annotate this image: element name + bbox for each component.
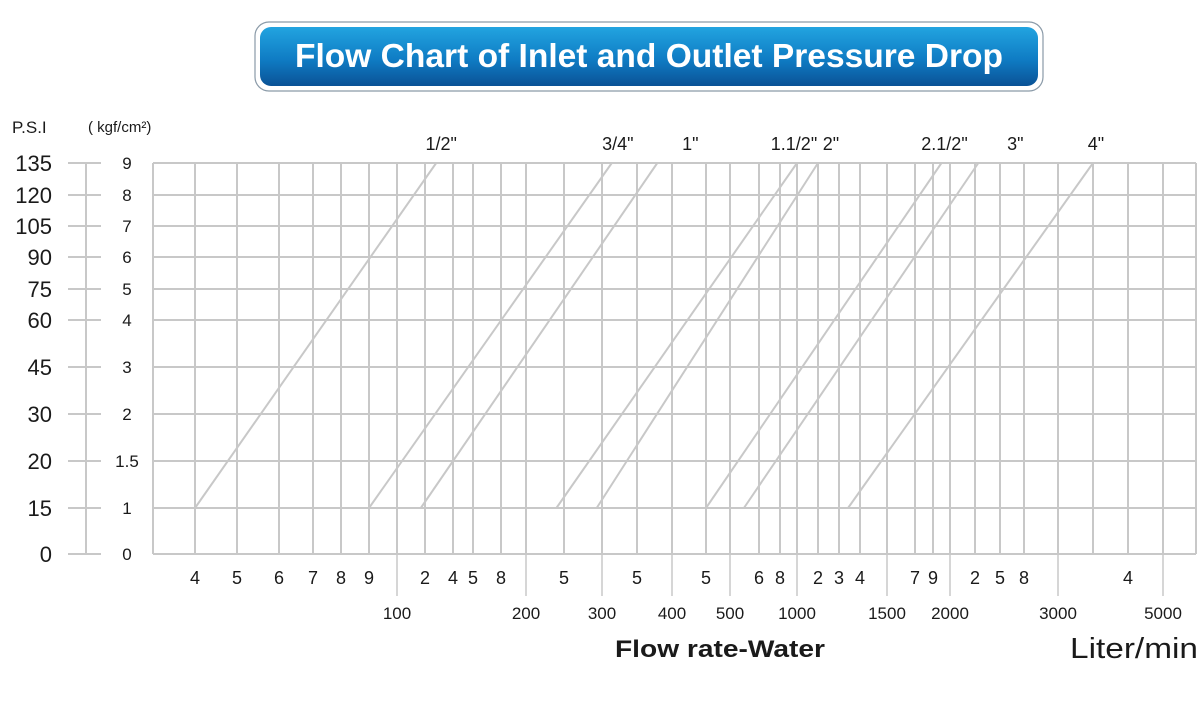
series-label: 2.1/2" (921, 134, 967, 154)
y-tick-label-kgf: 1.5 (115, 452, 139, 471)
x-minor-tick-label: 4 (1123, 568, 1133, 588)
x-minor-tick-label: 7 (910, 568, 920, 588)
x-minor-tick-label: 5 (232, 568, 242, 588)
y-tick-label-psi: 45 (28, 355, 52, 380)
x-minor-tick-label: 6 (274, 568, 284, 588)
x-minor-tick-label: 5 (632, 568, 642, 588)
y-tick-label-psi: 120 (15, 183, 52, 208)
series-label: 4" (1088, 134, 1104, 154)
y-tick-label-psi: 75 (28, 277, 52, 302)
y-tick-label-kgf: 0 (122, 545, 131, 564)
x-minor-tick-label: 8 (775, 568, 785, 588)
series-label: 2" (823, 134, 839, 154)
x-minor-tick-label: 7 (308, 568, 318, 588)
y-tick-label-psi: 30 (28, 402, 52, 427)
x-minor-tick-label: 8 (336, 568, 346, 588)
x-major-tick-label: 1000 (778, 604, 816, 623)
series-line (419, 162, 659, 509)
y-tick-label-psi: 60 (28, 308, 52, 333)
y-tick-label-kgf: 5 (122, 280, 131, 299)
x-minor-tick-label: 2 (813, 568, 823, 588)
x-major-tick-label: 5000 (1144, 604, 1182, 623)
x-major-tick-label: 100 (383, 604, 411, 623)
chart-title: Flow Chart of Inlet and Outlet Pressure … (295, 37, 1003, 74)
x-major-tick-label: 200 (512, 604, 540, 623)
x-minor-tick-label: 3 (834, 568, 844, 588)
series-label: 1" (682, 134, 698, 154)
series-label: 3" (1007, 134, 1023, 154)
y-tick-label-psi: 135 (15, 151, 52, 176)
y-right-axis-label: ( kgf/cm²) (88, 119, 151, 136)
series-line (847, 162, 1094, 509)
y-tick-label-psi: 20 (28, 449, 52, 474)
x-minor-tick-label: 8 (496, 568, 506, 588)
y-tick-label-kgf: 7 (122, 217, 131, 236)
series-label: 3/4" (602, 134, 633, 154)
x-minor-tick-label: 5 (468, 568, 478, 588)
y-tick-label-kgf: 3 (122, 358, 131, 377)
series-line (555, 162, 798, 509)
series-label: 1.1/2" (771, 134, 817, 154)
y-tick-label-psi: 15 (28, 496, 52, 521)
x-major-tick-label: 2000 (931, 604, 969, 623)
x-axis-unit: Liter/min (1070, 633, 1198, 665)
x-major-tick-label: 300 (588, 604, 616, 623)
series-line (743, 162, 980, 509)
y-tick-label-kgf: 2 (122, 405, 131, 424)
series-line (194, 162, 438, 509)
y-left-axis-label: P.S.I (12, 118, 47, 137)
x-minor-tick-label: 6 (754, 568, 764, 588)
y-tick-label-kgf: 4 (122, 311, 131, 330)
x-minor-tick-label: 5 (701, 568, 711, 588)
x-axis-label: Flow rate-Water (615, 636, 825, 663)
series-label: 1/2" (425, 134, 456, 154)
y-tick-label-kgf: 9 (122, 154, 131, 173)
x-minor-tick-label: 2 (420, 568, 430, 588)
x-major-tick-label: 3000 (1039, 604, 1077, 623)
title-banner: Flow Chart of Inlet and Outlet Pressure … (254, 21, 1044, 92)
series-line (368, 162, 613, 509)
y-tick-label-kgf: 8 (122, 186, 131, 205)
x-minor-tick-label: 9 (364, 568, 374, 588)
x-minor-tick-label: 4 (448, 568, 458, 588)
grid (152, 162, 1197, 555)
x-minor-tick-label: 9 (928, 568, 938, 588)
x-major-tick-label: 500 (716, 604, 744, 623)
x-major-tick-label: 1500 (868, 604, 906, 623)
series-lines: 1/2" 3/4" 1" 1.1/2" 2" 2.1/2" 3" 4" (194, 134, 1104, 509)
x-minor-tick-label: 5 (559, 568, 569, 588)
x-minor-tick-label: 8 (1019, 568, 1029, 588)
x-minor-tick-label: 2 (970, 568, 980, 588)
x-minor-tick-label: 4 (190, 568, 200, 588)
x-minor-tick-label: 5 (995, 568, 1005, 588)
y-tick-label-psi: 0 (40, 542, 52, 567)
y-tick-label-psi: 90 (28, 245, 52, 270)
series-line (705, 162, 943, 509)
series-line (595, 162, 819, 509)
x-minor-tick-label: 4 (855, 568, 865, 588)
y-tick-label-psi: 105 (15, 214, 52, 239)
x-major-tick-label: 400 (658, 604, 686, 623)
y-tick-label-kgf: 6 (122, 248, 131, 267)
y-tick-label-kgf: 1 (122, 499, 131, 518)
